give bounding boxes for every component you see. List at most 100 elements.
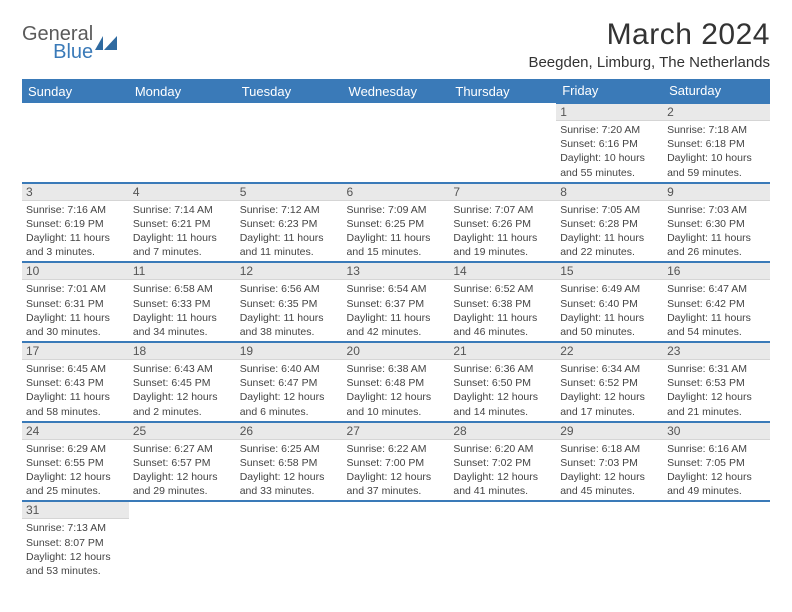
day-details: Sunrise: 6:29 AMSunset: 6:55 PMDaylight:… bbox=[22, 440, 129, 501]
month-title: March 2024 bbox=[528, 18, 770, 52]
day-details: Sunrise: 6:58 AMSunset: 6:33 PMDaylight:… bbox=[129, 280, 236, 341]
sunrise-text: Sunrise: 6:58 AM bbox=[133, 282, 232, 296]
day-number: 28 bbox=[449, 423, 556, 440]
daylight-text: Daylight: 11 hours and 22 minutes. bbox=[560, 231, 659, 259]
daylight-text: Daylight: 11 hours and 19 minutes. bbox=[453, 231, 552, 259]
sunset-text: Sunset: 8:07 PM bbox=[26, 536, 125, 550]
sunset-text: Sunset: 6:43 PM bbox=[26, 376, 125, 390]
sunrise-text: Sunrise: 6:29 AM bbox=[26, 442, 125, 456]
calendar-cell: 22Sunrise: 6:34 AMSunset: 6:52 PMDayligh… bbox=[556, 342, 663, 422]
calendar-cell bbox=[22, 103, 129, 183]
day-details: Sunrise: 7:07 AMSunset: 6:26 PMDaylight:… bbox=[449, 201, 556, 262]
daylight-text: Daylight: 12 hours and 10 minutes. bbox=[347, 390, 446, 418]
daylight-text: Daylight: 12 hours and 2 minutes. bbox=[133, 390, 232, 418]
sunrise-text: Sunrise: 6:18 AM bbox=[560, 442, 659, 456]
day-details: Sunrise: 7:14 AMSunset: 6:21 PMDaylight:… bbox=[129, 201, 236, 262]
sunset-text: Sunset: 6:53 PM bbox=[667, 376, 766, 390]
daylight-text: Daylight: 12 hours and 17 minutes. bbox=[560, 390, 659, 418]
day-number: 5 bbox=[236, 184, 343, 201]
calendar-cell: 23Sunrise: 6:31 AMSunset: 6:53 PMDayligh… bbox=[663, 342, 770, 422]
daylight-text: Daylight: 12 hours and 41 minutes. bbox=[453, 470, 552, 498]
day-details: Sunrise: 6:18 AMSunset: 7:03 PMDaylight:… bbox=[556, 440, 663, 501]
sunset-text: Sunset: 6:33 PM bbox=[133, 297, 232, 311]
daylight-text: Daylight: 11 hours and 11 minutes. bbox=[240, 231, 339, 259]
calendar-cell: 6Sunrise: 7:09 AMSunset: 6:25 PMDaylight… bbox=[343, 183, 450, 263]
daylight-text: Daylight: 10 hours and 59 minutes. bbox=[667, 151, 766, 179]
daylight-text: Daylight: 12 hours and 33 minutes. bbox=[240, 470, 339, 498]
sunrise-text: Sunrise: 6:38 AM bbox=[347, 362, 446, 376]
day-number: 1 bbox=[556, 104, 663, 121]
calendar-cell: 18Sunrise: 6:43 AMSunset: 6:45 PMDayligh… bbox=[129, 342, 236, 422]
calendar-cell: 5Sunrise: 7:12 AMSunset: 6:23 PMDaylight… bbox=[236, 183, 343, 263]
daylight-text: Daylight: 11 hours and 26 minutes. bbox=[667, 231, 766, 259]
day-number: 19 bbox=[236, 343, 343, 360]
sunset-text: Sunset: 6:18 PM bbox=[667, 137, 766, 151]
day-details: Sunrise: 6:45 AMSunset: 6:43 PMDaylight:… bbox=[22, 360, 129, 421]
daylight-text: Daylight: 11 hours and 30 minutes. bbox=[26, 311, 125, 339]
daylight-text: Daylight: 11 hours and 54 minutes. bbox=[667, 311, 766, 339]
calendar-cell: 28Sunrise: 6:20 AMSunset: 7:02 PMDayligh… bbox=[449, 422, 556, 502]
calendar-cell: 7Sunrise: 7:07 AMSunset: 6:26 PMDaylight… bbox=[449, 183, 556, 263]
day-details: Sunrise: 6:36 AMSunset: 6:50 PMDaylight:… bbox=[449, 360, 556, 421]
day-details: Sunrise: 6:31 AMSunset: 6:53 PMDaylight:… bbox=[663, 360, 770, 421]
daylight-text: Daylight: 12 hours and 49 minutes. bbox=[667, 470, 766, 498]
day-number: 18 bbox=[129, 343, 236, 360]
calendar-cell: 20Sunrise: 6:38 AMSunset: 6:48 PMDayligh… bbox=[343, 342, 450, 422]
daylight-text: Daylight: 11 hours and 42 minutes. bbox=[347, 311, 446, 339]
daylight-text: Daylight: 12 hours and 6 minutes. bbox=[240, 390, 339, 418]
title-block: March 2024 Beegden, Limburg, The Netherl… bbox=[528, 18, 770, 71]
calendar-cell: 12Sunrise: 6:56 AMSunset: 6:35 PMDayligh… bbox=[236, 262, 343, 342]
sunset-text: Sunset: 6:52 PM bbox=[560, 376, 659, 390]
calendar-cell bbox=[236, 501, 343, 580]
day-details: Sunrise: 6:25 AMSunset: 6:58 PMDaylight:… bbox=[236, 440, 343, 501]
day-details: Sunrise: 7:12 AMSunset: 6:23 PMDaylight:… bbox=[236, 201, 343, 262]
sunset-text: Sunset: 6:38 PM bbox=[453, 297, 552, 311]
day-details: Sunrise: 6:34 AMSunset: 6:52 PMDaylight:… bbox=[556, 360, 663, 421]
daylight-text: Daylight: 11 hours and 46 minutes. bbox=[453, 311, 552, 339]
sunrise-text: Sunrise: 6:36 AM bbox=[453, 362, 552, 376]
day-number: 15 bbox=[556, 263, 663, 280]
sunrise-text: Sunrise: 6:25 AM bbox=[240, 442, 339, 456]
calendar-cell: 31Sunrise: 7:13 AMSunset: 8:07 PMDayligh… bbox=[22, 501, 129, 580]
calendar-cell: 8Sunrise: 7:05 AMSunset: 6:28 PMDaylight… bbox=[556, 183, 663, 263]
calendar-cell bbox=[343, 501, 450, 580]
sunset-text: Sunset: 6:31 PM bbox=[26, 297, 125, 311]
day-details: Sunrise: 7:20 AMSunset: 6:16 PMDaylight:… bbox=[556, 121, 663, 182]
day-number: 25 bbox=[129, 423, 236, 440]
logo: General Blue bbox=[22, 24, 117, 62]
flag-icon bbox=[95, 36, 117, 50]
sunset-text: Sunset: 6:42 PM bbox=[667, 297, 766, 311]
calendar-cell bbox=[236, 103, 343, 183]
daylight-text: Daylight: 11 hours and 7 minutes. bbox=[133, 231, 232, 259]
daylight-text: Daylight: 12 hours and 53 minutes. bbox=[26, 550, 125, 578]
sunset-text: Sunset: 7:03 PM bbox=[560, 456, 659, 470]
day-details: Sunrise: 6:22 AMSunset: 7:00 PMDaylight:… bbox=[343, 440, 450, 501]
day-number: 6 bbox=[343, 184, 450, 201]
day-details: Sunrise: 6:56 AMSunset: 6:35 PMDaylight:… bbox=[236, 280, 343, 341]
day-number: 12 bbox=[236, 263, 343, 280]
calendar-cell bbox=[449, 103, 556, 183]
calendar-cell: 16Sunrise: 6:47 AMSunset: 6:42 PMDayligh… bbox=[663, 262, 770, 342]
sunrise-text: Sunrise: 7:05 AM bbox=[560, 203, 659, 217]
day-number: 26 bbox=[236, 423, 343, 440]
day-details: Sunrise: 7:05 AMSunset: 6:28 PMDaylight:… bbox=[556, 201, 663, 262]
sunrise-text: Sunrise: 7:13 AM bbox=[26, 521, 125, 535]
day-details: Sunrise: 6:27 AMSunset: 6:57 PMDaylight:… bbox=[129, 440, 236, 501]
sunrise-text: Sunrise: 7:01 AM bbox=[26, 282, 125, 296]
daylight-text: Daylight: 11 hours and 34 minutes. bbox=[133, 311, 232, 339]
day-number: 7 bbox=[449, 184, 556, 201]
sunrise-text: Sunrise: 7:03 AM bbox=[667, 203, 766, 217]
sunrise-text: Sunrise: 7:14 AM bbox=[133, 203, 232, 217]
daylight-text: Daylight: 11 hours and 50 minutes. bbox=[560, 311, 659, 339]
sunset-text: Sunset: 6:28 PM bbox=[560, 217, 659, 231]
sunset-text: Sunset: 7:05 PM bbox=[667, 456, 766, 470]
calendar-cell: 13Sunrise: 6:54 AMSunset: 6:37 PMDayligh… bbox=[343, 262, 450, 342]
calendar-cell: 3Sunrise: 7:16 AMSunset: 6:19 PMDaylight… bbox=[22, 183, 129, 263]
sunrise-text: Sunrise: 6:16 AM bbox=[667, 442, 766, 456]
day-number: 24 bbox=[22, 423, 129, 440]
calendar-week: 31Sunrise: 7:13 AMSunset: 8:07 PMDayligh… bbox=[22, 501, 770, 580]
sunset-text: Sunset: 6:45 PM bbox=[133, 376, 232, 390]
sunrise-text: Sunrise: 6:22 AM bbox=[347, 442, 446, 456]
sunrise-text: Sunrise: 6:31 AM bbox=[667, 362, 766, 376]
daylight-text: Daylight: 11 hours and 38 minutes. bbox=[240, 311, 339, 339]
